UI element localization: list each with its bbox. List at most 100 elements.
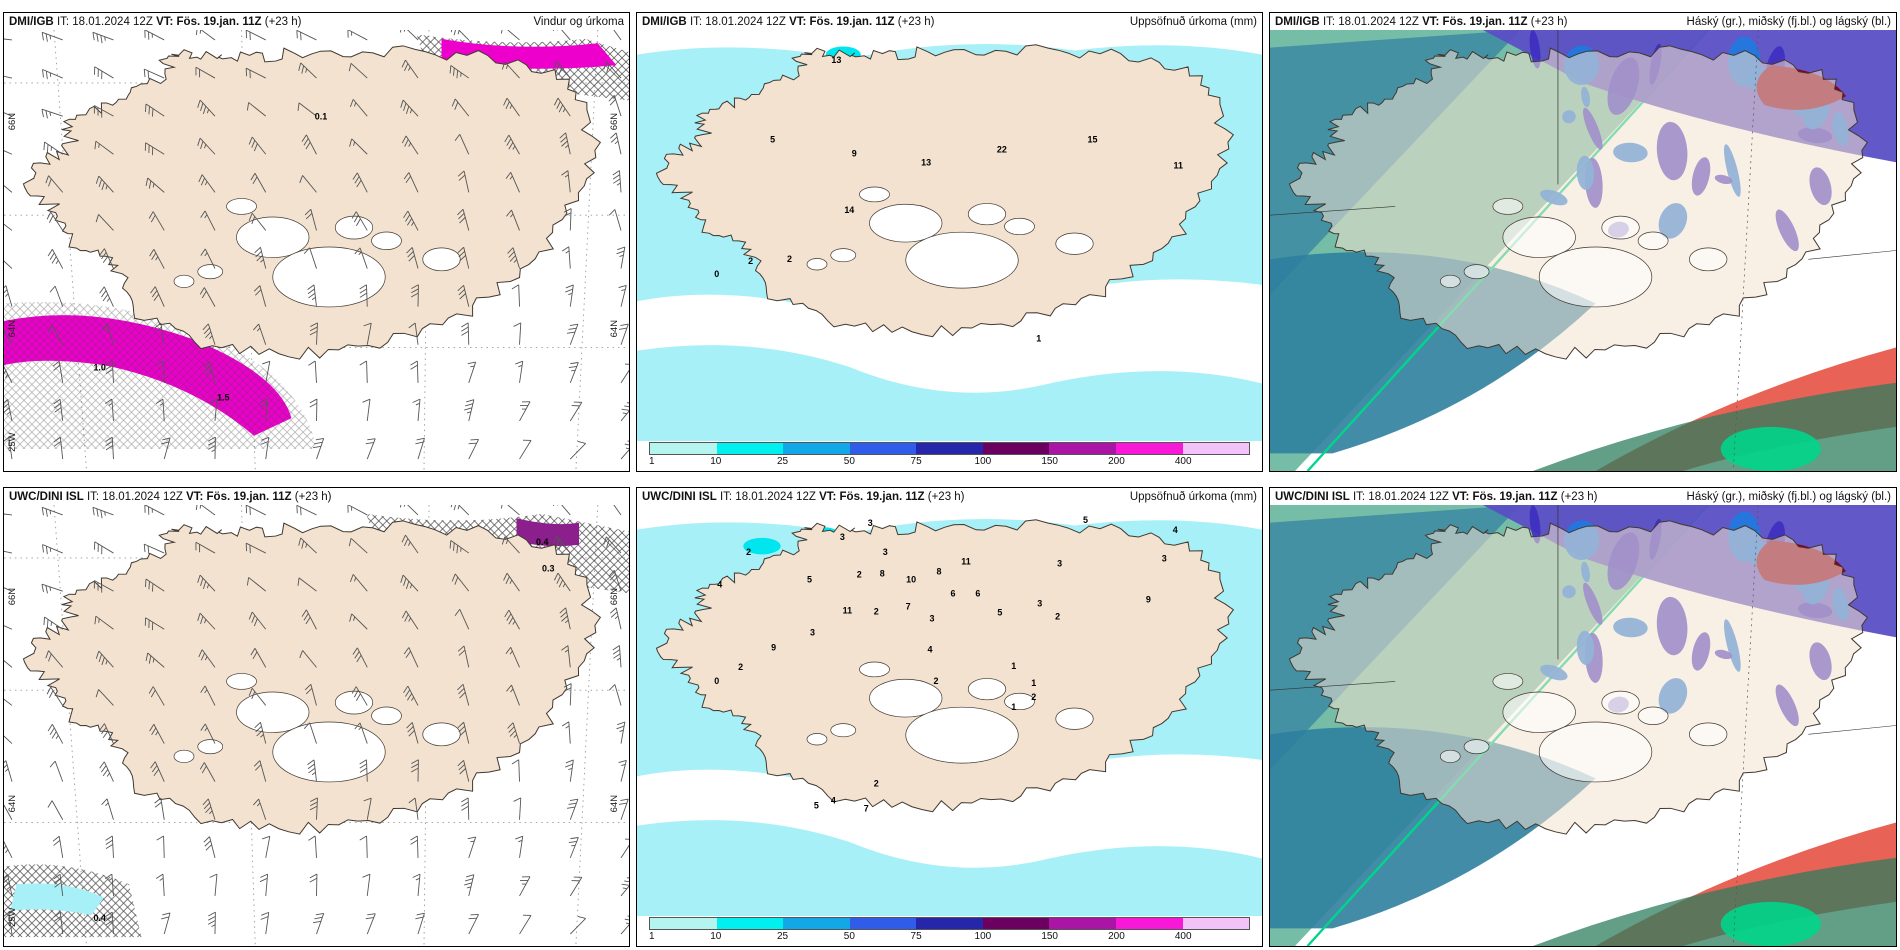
wind-barb bbox=[403, 647, 419, 668]
wind-barb bbox=[561, 246, 571, 269]
wind-barb bbox=[262, 835, 271, 858]
wind-barb bbox=[99, 248, 114, 269]
panel-wind-precip-dmi[interactable]: DMI/IGB IT: 18.01.2024 12Z VT: Fös. 19.j… bbox=[0, 0, 633, 475]
wind-barb bbox=[250, 173, 267, 193]
wind-barb bbox=[365, 913, 376, 935]
wind-barb bbox=[406, 247, 419, 269]
wind-barb bbox=[362, 873, 371, 897]
wind-barb bbox=[501, 61, 520, 79]
wind-barb bbox=[143, 543, 165, 554]
wind-barb bbox=[47, 724, 64, 744]
wind-barb bbox=[145, 652, 165, 668]
wind-barb bbox=[457, 683, 470, 706]
wind-barb bbox=[553, 535, 571, 554]
value-label: 0 bbox=[714, 269, 719, 279]
wind-barb bbox=[612, 645, 622, 668]
glaciers bbox=[806, 186, 1094, 289]
wind-barb bbox=[352, 647, 368, 668]
wind-barb bbox=[457, 721, 470, 744]
wind-barb bbox=[307, 759, 317, 782]
wind-barb bbox=[4, 177, 13, 193]
panel-accum-precip-dmi[interactable]: DMI/IGB IT: 18.01.2024 12Z VT: Fös. 19.j… bbox=[633, 0, 1266, 475]
colorbar-swatches bbox=[649, 442, 1250, 455]
wind-barb bbox=[501, 536, 520, 554]
wind-barb bbox=[155, 398, 165, 421]
wind-barb bbox=[203, 836, 216, 858]
wind-barb bbox=[603, 536, 622, 554]
map-area[interactable]: 0.40.30.40.366N64N25W66N64N15W bbox=[4, 505, 629, 946]
wind-barb bbox=[144, 30, 165, 41]
wind-barb bbox=[449, 65, 470, 79]
value-label: 2 bbox=[934, 676, 939, 686]
wind-barb bbox=[298, 62, 317, 79]
wind-barb bbox=[296, 30, 317, 41]
wind-barb bbox=[457, 208, 470, 231]
cloud-core-green bbox=[1720, 901, 1821, 946]
value-label: 0 bbox=[714, 676, 719, 686]
colorbar-tick: 1 bbox=[649, 456, 655, 467]
wind-barb bbox=[519, 876, 531, 897]
wind-barb bbox=[352, 172, 368, 193]
map-area[interactable] bbox=[1270, 505, 1896, 946]
map-area[interactable]: 1.01.50.166N64N25W66N64N15W bbox=[4, 30, 629, 471]
wind-barb bbox=[554, 572, 571, 592]
wind-barb bbox=[457, 246, 470, 269]
wind-barb bbox=[248, 687, 267, 706]
wind-barb bbox=[349, 99, 368, 117]
map-canvas[interactable] bbox=[1270, 505, 1896, 946]
value-label: 9 bbox=[852, 148, 857, 158]
wind-barb bbox=[4, 36, 13, 41]
wind-barb bbox=[561, 170, 571, 193]
panel-clouds-uwc[interactable]: UWC/DINI ISL IT: 18.01.2024 12Z VT: Fös.… bbox=[1266, 475, 1900, 950]
wind-barb bbox=[4, 363, 13, 384]
wind-barb bbox=[4, 800, 13, 820]
panel-accum-precip-uwc[interactable]: UWC/DINI ISL IT: 18.01.2024 12Z VT: Fös.… bbox=[633, 475, 1266, 950]
map-canvas[interactable]: 1.01.50.166N64N25W66N64N15W bbox=[4, 30, 629, 471]
wind-barb bbox=[248, 212, 267, 231]
wind-barb bbox=[554, 97, 571, 117]
value-label: 7 bbox=[906, 601, 911, 611]
map-area[interactable] bbox=[1270, 30, 1896, 471]
wind-barb bbox=[507, 247, 520, 269]
panel-wind-precip-uwc[interactable]: UWC/DINI ISL IT: 18.01.2024 12Z VT: Fös.… bbox=[0, 475, 633, 950]
wind-barb bbox=[154, 797, 165, 820]
wind-barb bbox=[207, 436, 216, 460]
wind-barb bbox=[620, 877, 629, 897]
wind-barb bbox=[4, 760, 13, 782]
glaciers bbox=[173, 198, 461, 308]
wind-barb bbox=[608, 209, 622, 231]
wind-barb bbox=[156, 835, 165, 858]
value-label: 5 bbox=[770, 134, 775, 144]
panel-clouds-dmi[interactable]: DMI/IGB IT: 18.01.2024 12Z VT: Fös. 19.j… bbox=[1266, 0, 1900, 475]
wind-barb bbox=[207, 911, 216, 935]
wind-barb bbox=[569, 440, 586, 460]
value-label: 6 bbox=[975, 589, 980, 599]
wind-barb bbox=[612, 170, 622, 193]
wind-barb bbox=[149, 249, 165, 269]
map-area[interactable]: 5 13 9 14 13 22 15 11 2 2 0 1 bbox=[637, 30, 1262, 441]
wind-barb bbox=[95, 214, 114, 231]
colorbar-tick: 100 bbox=[974, 931, 992, 942]
wind-barb bbox=[200, 723, 216, 744]
panel-frame bbox=[1269, 487, 1897, 947]
map-canvas[interactable] bbox=[1270, 30, 1896, 471]
map-canvas[interactable]: 0.40.30.40.366N64N25W66N64N15W bbox=[4, 505, 629, 946]
colorbar-swatch bbox=[650, 918, 717, 929]
wind-barb bbox=[351, 211, 368, 231]
colorbar: 1 10 25 50 75 100 150 200 400 bbox=[637, 916, 1262, 946]
wind-barb-field bbox=[4, 30, 629, 460]
colorbar-swatch bbox=[982, 443, 1050, 454]
cloud-core-green bbox=[1720, 426, 1821, 471]
iceland-landmass bbox=[655, 519, 1235, 813]
wind-barb bbox=[349, 613, 368, 630]
value-label: 1.0 bbox=[93, 362, 105, 372]
wind-barb bbox=[4, 511, 13, 516]
wind-barb bbox=[312, 437, 325, 460]
wind-barb bbox=[53, 873, 64, 897]
map-area[interactable]: 2 4 5 3 3 3 2 8 10 8 11 6 11 2 7 3 6 5 3 2 3 5 4 3 9 3 9 4 2 1 1 2 1 0 2 2 5… bbox=[637, 505, 1262, 916]
wind-barb bbox=[451, 98, 470, 117]
